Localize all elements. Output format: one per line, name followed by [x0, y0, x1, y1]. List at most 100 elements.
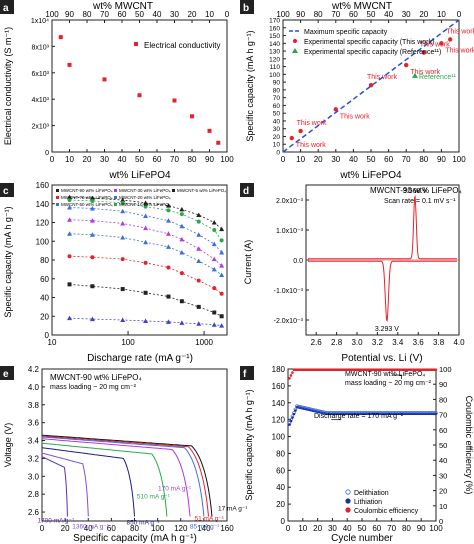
b-data-point	[289, 135, 294, 141]
c-data-point	[143, 225, 149, 231]
e-title: MWCNT-90 wt% LiFePO₄	[50, 373, 142, 382]
f-y-tick-label: 60	[276, 466, 285, 475]
a-data-point	[216, 140, 221, 145]
f-legend-marker	[345, 489, 351, 495]
b-x-tick-label: 100	[452, 155, 466, 164]
e-y-tick-label: 3.2	[28, 454, 40, 463]
c-data-point	[67, 231, 73, 236]
b-y-tick-label: 100	[269, 72, 280, 79]
c-data-point	[179, 206, 185, 212]
b-top-tick-label: 40	[384, 10, 393, 19]
b-x-axis-label: wt% LiFePO4	[339, 170, 402, 181]
b-point-label: This work	[420, 42, 450, 49]
d-y-tick-label: -1.0x10⁻³	[274, 288, 304, 295]
c-data-point	[89, 232, 95, 237]
a-y-axis-label: Electrical conductivity (S m⁻¹)	[3, 27, 13, 145]
c-series-line	[69, 199, 222, 241]
f-x-tick-label: 20	[313, 524, 322, 533]
panel-e: e 0 20 40 60 80 100 120 140 160 2.6 2.8 3.0 3.2 3.4 3.…	[0, 365, 248, 544]
c-data-point	[165, 203, 171, 208]
e-curve-label: 170 mA g⁻¹	[158, 486, 192, 493]
c-data-point	[143, 200, 149, 205]
c-data-point	[179, 271, 184, 276]
f-y-tick-label: 140	[272, 399, 286, 408]
b-y-tick-label: 40	[273, 118, 281, 125]
c-data-point	[212, 286, 217, 291]
f-y-tick-label: 20	[276, 500, 285, 509]
b-legend-label: Experimental specific capacity (Referenc…	[304, 49, 441, 56]
f-y-tick-label: 120	[272, 416, 286, 425]
f-y-tick-label: 80	[276, 449, 285, 458]
a-x-tick-label: 60	[153, 155, 162, 164]
c-legend-marker	[56, 203, 59, 206]
c-legend-marker	[56, 189, 59, 192]
c-data-point	[196, 232, 202, 237]
c-data-point	[120, 200, 125, 205]
c-data-point	[67, 205, 73, 210]
c-data-point	[165, 319, 171, 324]
b-x-tick-label: 90	[437, 155, 446, 164]
c-data-point	[120, 208, 126, 214]
c-legend-label: MWCNT-30 wt% LiFePO₄	[119, 188, 171, 193]
e-x-axis-label: Specific capacity (mA h g⁻¹)	[73, 533, 197, 544]
b-y-tick-label: 30	[273, 126, 281, 133]
f-legend-label: Delithiation	[354, 490, 389, 497]
c-legend-label: MWCNT-50 wt% LiFePO₄	[61, 202, 113, 207]
b-top-tick-label: 10	[437, 10, 446, 19]
c-data-point	[211, 266, 217, 272]
f-y2-tick-label: 0	[439, 517, 443, 526]
f-x-tick-label: 70	[387, 524, 396, 533]
b-point-label: This work	[410, 69, 440, 76]
svg-text:b: b	[243, 3, 249, 14]
e-curve-label: 17 mA g⁻¹	[218, 506, 248, 513]
c-legend-marker	[114, 196, 117, 199]
e-subtitle: mass loading ~ 20 mg cm⁻²	[50, 384, 137, 391]
f-legend-marker	[345, 507, 351, 513]
c-y-tick-label: 20	[40, 312, 49, 321]
e-x-tick-label: 140	[197, 524, 211, 533]
b-data-point	[448, 37, 453, 42]
f-y2-tick-label: 100	[439, 365, 452, 374]
d-anodic-peak-label: 3.568 V	[403, 188, 427, 195]
b-top-tick-label: 30	[402, 10, 411, 19]
b-y-tick-label: 10	[273, 142, 281, 149]
c-data-point	[90, 284, 95, 289]
d-x-tick-label: 3.4	[392, 338, 404, 347]
a-data-point	[137, 93, 142, 98]
c-y-tick-label: 60	[40, 275, 49, 284]
a-top-tick-label: 40	[153, 10, 162, 19]
e-discharge-curve	[41, 442, 168, 517]
c-data-point	[120, 317, 126, 322]
d-x-tick-label: 2.6	[311, 338, 323, 347]
b-top-tick-label: 70	[331, 10, 340, 19]
svg-text:a: a	[3, 3, 9, 14]
f-coulombic-point	[289, 374, 293, 377]
c-data-point	[89, 316, 95, 322]
c-data-point	[143, 213, 149, 218]
c-data-point	[196, 219, 201, 224]
e-discharge-curve	[41, 452, 89, 517]
e-x-tick-label: 60	[107, 524, 116, 533]
a-y-tick-label: 8x10³	[31, 44, 49, 51]
b-reference-point	[412, 72, 418, 78]
e-curve-label: 1700 mA g⁻¹	[37, 518, 75, 525]
e-x-tick-label: 80	[130, 524, 139, 533]
f-legend-label: Lithiation	[354, 499, 382, 506]
c-series-line	[69, 283, 222, 317]
a-x-axis-label: wt% LiFePO4	[108, 170, 171, 181]
e-curve-label: 51 mA g⁻¹	[195, 516, 225, 523]
c-series-line	[69, 317, 222, 327]
c-x-tick-label: 100	[121, 338, 135, 347]
b-y-tick-label: 160	[269, 25, 280, 32]
d-subtitle: Scan rate = 0.1 mV s⁻¹	[384, 198, 456, 205]
c-legend-label: MWCNT-20 wt% LiFePO₄	[119, 195, 171, 200]
a-top-tick-label: 20	[188, 10, 197, 19]
e-y-tick-label: 3.6	[28, 419, 40, 428]
c-data-point	[179, 320, 185, 325]
c-data-point	[143, 239, 149, 245]
b-top-tick-label: 100	[276, 10, 290, 19]
c-data-point	[212, 310, 217, 315]
b-data-point	[421, 50, 426, 55]
b-y-tick-label: 80	[273, 87, 281, 94]
